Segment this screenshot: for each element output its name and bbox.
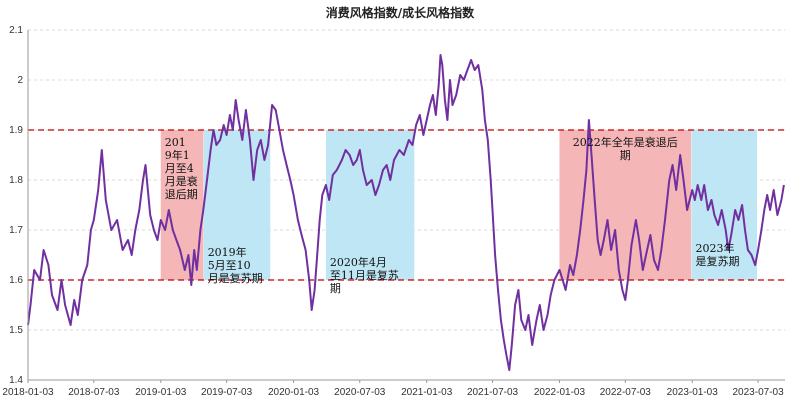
region-label-line: 2019年 bbox=[208, 245, 247, 259]
series-layer bbox=[27, 54, 785, 371]
region-label: 201 9年1 月至4 月是衰退后期 bbox=[165, 136, 198, 201]
x-tick-label: 2019-01-03 bbox=[135, 387, 187, 398]
series-line bbox=[27, 54, 785, 371]
shaded-region bbox=[325, 130, 415, 280]
shaded-region bbox=[691, 130, 757, 280]
y-tick-label: 2 bbox=[17, 75, 23, 86]
region-label-line: 是复苏期 bbox=[696, 254, 740, 268]
region-label-line: 2022年全年是衰退后 bbox=[573, 135, 678, 149]
region-label-line: 2020年4月 bbox=[330, 255, 387, 269]
region-label-line: 期 bbox=[620, 149, 631, 162]
region-label-line: 至11月是复苏 bbox=[330, 268, 399, 282]
x-tick-label: 2018-01-03 bbox=[2, 387, 54, 398]
region-label-line: 5月至10 bbox=[208, 259, 251, 272]
region-label-line: 201 bbox=[165, 136, 186, 149]
shaded-region bbox=[559, 130, 692, 280]
region-label-line: 月是复苏期 bbox=[208, 271, 263, 285]
x-tick-label: 2023-01-03 bbox=[667, 387, 719, 398]
shaded-regions bbox=[160, 130, 757, 280]
x-tick-label: 2022-07-03 bbox=[600, 387, 652, 398]
x-tick-label: 2020-07-03 bbox=[334, 387, 386, 398]
region-label-line: 2023年 bbox=[696, 241, 735, 255]
axes: 1.4 1.5 1.6 1.7 1.8 1.9 2 2.1 2018-01-03 2018-07-… bbox=[2, 25, 785, 398]
x-tick-label: 2020-01-03 bbox=[268, 387, 320, 398]
region-labels: 201 9年1 月至4 月是衰退后期 2019年 5月至10 月是复苏期 2020年4月至11… bbox=[165, 135, 740, 295]
x-tick-label: 2023-07-03 bbox=[733, 387, 785, 398]
y-tick-label: 1.4 bbox=[9, 375, 23, 386]
y-tick-label: 1.5 bbox=[9, 325, 23, 336]
region-label: 2022年全年是衰退后期 bbox=[573, 135, 678, 162]
y-tick-label: 1.8 bbox=[9, 175, 23, 186]
shaded-region bbox=[203, 130, 271, 280]
reference-lines bbox=[28, 129, 785, 281]
x-tick-label: 2018-07-03 bbox=[68, 387, 120, 398]
chart-title: 消费风格指数/成长风格指数 bbox=[326, 5, 475, 20]
region-label: 2019年 5月至10 月是复苏期 bbox=[208, 245, 263, 285]
x-tick-label: 2019-07-03 bbox=[201, 387, 253, 398]
y-tick-label: 1.7 bbox=[9, 225, 23, 236]
region-label: 2020年4月至11月是复苏期 bbox=[330, 255, 399, 295]
region-label-line: 期 bbox=[330, 282, 341, 295]
region-label-line: 9年1 bbox=[165, 148, 190, 162]
x-tick-label: 2021-01-03 bbox=[401, 387, 453, 398]
region-label-line: 月是衰 bbox=[165, 174, 198, 188]
y-tick-label: 2.1 bbox=[9, 25, 23, 36]
y-tick-label: 1.6 bbox=[9, 275, 23, 286]
region-label-line: 月至4 bbox=[165, 162, 194, 175]
x-tick-label: 2021-07-03 bbox=[467, 387, 519, 398]
y-tick-label: 1.9 bbox=[9, 125, 23, 136]
region-label: 2023年是复苏期 bbox=[696, 241, 740, 268]
region-label-line: 退后期 bbox=[165, 188, 198, 201]
x-tick-label: 2022-01-03 bbox=[534, 387, 586, 398]
